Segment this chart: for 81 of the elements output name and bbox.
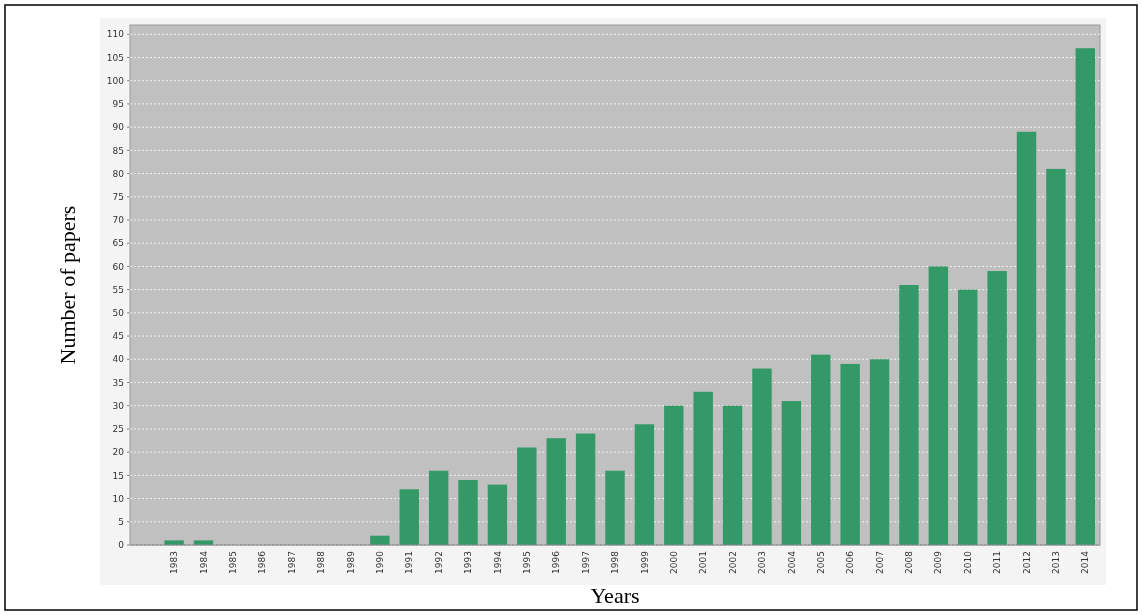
y-tick-label: 10 — [112, 493, 125, 504]
x-tick-label: 2001 — [698, 551, 709, 574]
y-tick-label: 70 — [112, 215, 125, 226]
y-tick-label: 5 — [118, 516, 124, 527]
bar — [487, 484, 508, 545]
y-tick-label: 25 — [112, 424, 124, 435]
x-tick-label: 2004 — [786, 550, 797, 574]
bar — [840, 363, 860, 545]
bar — [811, 354, 831, 545]
x-tick-label: 1988 — [316, 550, 327, 574]
bar — [664, 405, 684, 545]
bar — [575, 433, 596, 545]
x-tick-label: 1999 — [639, 550, 650, 574]
y-tick-label: 30 — [112, 400, 125, 411]
bar — [399, 489, 419, 545]
x-tick-label: 1984 — [198, 550, 209, 574]
y-tick-label: 45 — [112, 331, 124, 342]
x-tick-label: 2011 — [992, 551, 1003, 574]
x-tick-label: 1993 — [463, 551, 474, 574]
bar — [634, 424, 655, 545]
bar — [899, 285, 919, 545]
x-tick-label: 1995 — [521, 551, 532, 574]
x-tick-label: 2003 — [757, 551, 768, 574]
bar — [722, 405, 743, 545]
x-tick-label: 2005 — [815, 551, 826, 574]
y-tick-label: 90 — [112, 122, 125, 133]
x-tick-label: 1991 — [404, 551, 415, 574]
y-tick-label: 105 — [106, 52, 124, 63]
y-tick-label: 110 — [106, 29, 125, 40]
y-tick-label: 65 — [112, 238, 124, 249]
x-tick-label: 1992 — [433, 551, 444, 574]
x-tick-label: 1994 — [492, 550, 503, 574]
bar — [693, 391, 713, 545]
y-tick-label: 85 — [112, 145, 124, 156]
y-tick-label: 35 — [112, 377, 124, 388]
y-tick-label: 20 — [112, 447, 125, 458]
x-tick-label: 2009 — [933, 550, 944, 574]
x-tick-label: 2014 — [1080, 550, 1091, 574]
bar — [958, 289, 978, 545]
x-tick-label: 2006 — [845, 550, 856, 574]
x-tick-label: 1983 — [169, 551, 180, 574]
y-tick-label: 60 — [112, 261, 125, 272]
x-tick-label: 2002 — [727, 551, 738, 574]
x-tick-label: 1997 — [580, 551, 591, 574]
x-tick-label: 2007 — [874, 551, 885, 574]
bar — [869, 359, 890, 545]
x-tick-label: 2010 — [962, 550, 973, 574]
bar — [1046, 168, 1066, 545]
y-tick-label: 0 — [118, 540, 125, 551]
bar — [458, 480, 478, 545]
bar — [605, 470, 625, 545]
bar — [428, 470, 449, 545]
bar — [752, 368, 772, 545]
x-tick-label: 1989 — [345, 550, 356, 574]
bar — [546, 438, 566, 545]
y-tick-label: 80 — [112, 168, 125, 179]
y-tick-label: 50 — [112, 308, 125, 319]
x-tick-label: 1996 — [551, 550, 562, 574]
y-tick-label: 55 — [112, 284, 124, 295]
y-tick-label: 40 — [112, 354, 125, 365]
bar — [781, 401, 802, 545]
y-tick-label: 100 — [106, 75, 125, 86]
y-axis-title: Number of papers — [55, 205, 80, 365]
y-tick-label: 95 — [112, 99, 124, 110]
y-tick-label: 75 — [112, 191, 124, 202]
x-axis-title: Years — [590, 583, 640, 608]
x-tick-label: 2008 — [904, 550, 915, 574]
bar — [928, 266, 949, 545]
x-tick-label: 1985 — [228, 551, 239, 574]
x-tick-label: 1990 — [375, 550, 385, 574]
bar — [987, 271, 1007, 545]
bar — [517, 447, 537, 545]
x-tick-label: 2000 — [668, 550, 679, 574]
x-tick-label: 1986 — [257, 550, 268, 574]
y-tick-label: 15 — [112, 470, 124, 481]
bar — [1075, 48, 1095, 545]
x-tick-label: 1987 — [286, 551, 297, 574]
bar — [1016, 131, 1037, 545]
x-tick-label: 2012 — [1021, 551, 1032, 574]
x-tick-label: 2013 — [1051, 551, 1062, 574]
x-tick-label: 1998 — [610, 550, 621, 574]
